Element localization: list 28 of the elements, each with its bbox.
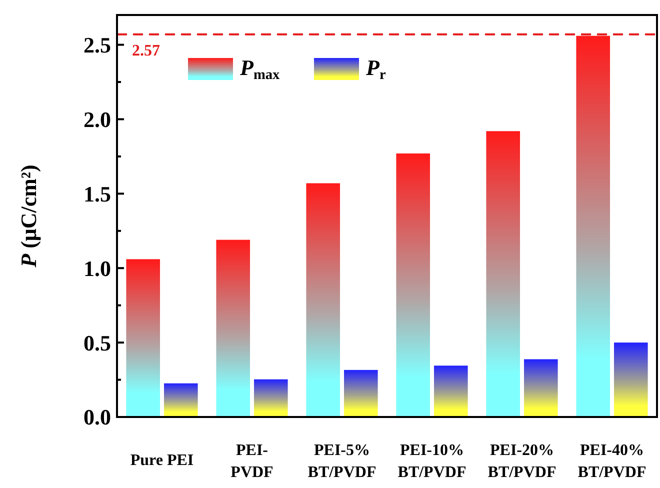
- x-tick-label: PEI-10% BT/PVDF: [398, 442, 466, 481]
- bar: [434, 366, 468, 417]
- bar: [396, 153, 430, 417]
- y-axis-title: P (μC/cm²): [16, 164, 41, 268]
- y-tick-label: 0.0: [84, 404, 111, 430]
- x-tick-label: PEI- PVDF: [230, 442, 274, 481]
- bar: [126, 259, 160, 417]
- legend-label: P$_{max}$: [239, 55, 281, 84]
- y-tick-label: 1.5: [84, 181, 111, 206]
- y-tick-label: 2.5: [84, 32, 111, 58]
- bar: [486, 131, 520, 417]
- x-tick-label: Pure PEI: [130, 452, 194, 469]
- ref-line-label: 2.57: [132, 42, 160, 60]
- legend-label: P$_{r}$: [365, 55, 386, 84]
- y-tick-label: 2.0: [84, 106, 111, 132]
- bar: [306, 183, 340, 417]
- bar: [614, 342, 648, 417]
- x-tick-label: PEI-20% BT/PVDF: [488, 442, 556, 481]
- y-tick-label: 0.5: [84, 330, 111, 356]
- bar: [576, 36, 610, 417]
- x-tick-label: PEI-5% BT/PVDF: [308, 442, 376, 481]
- bar: [254, 379, 288, 417]
- y-tick-label: 1.0: [84, 256, 111, 281]
- bar: [344, 370, 378, 417]
- x-tick-label: PEI-40% BT/PVDF: [578, 442, 646, 481]
- bar: [164, 383, 198, 417]
- bar: [216, 240, 250, 417]
- bar: [524, 359, 558, 417]
